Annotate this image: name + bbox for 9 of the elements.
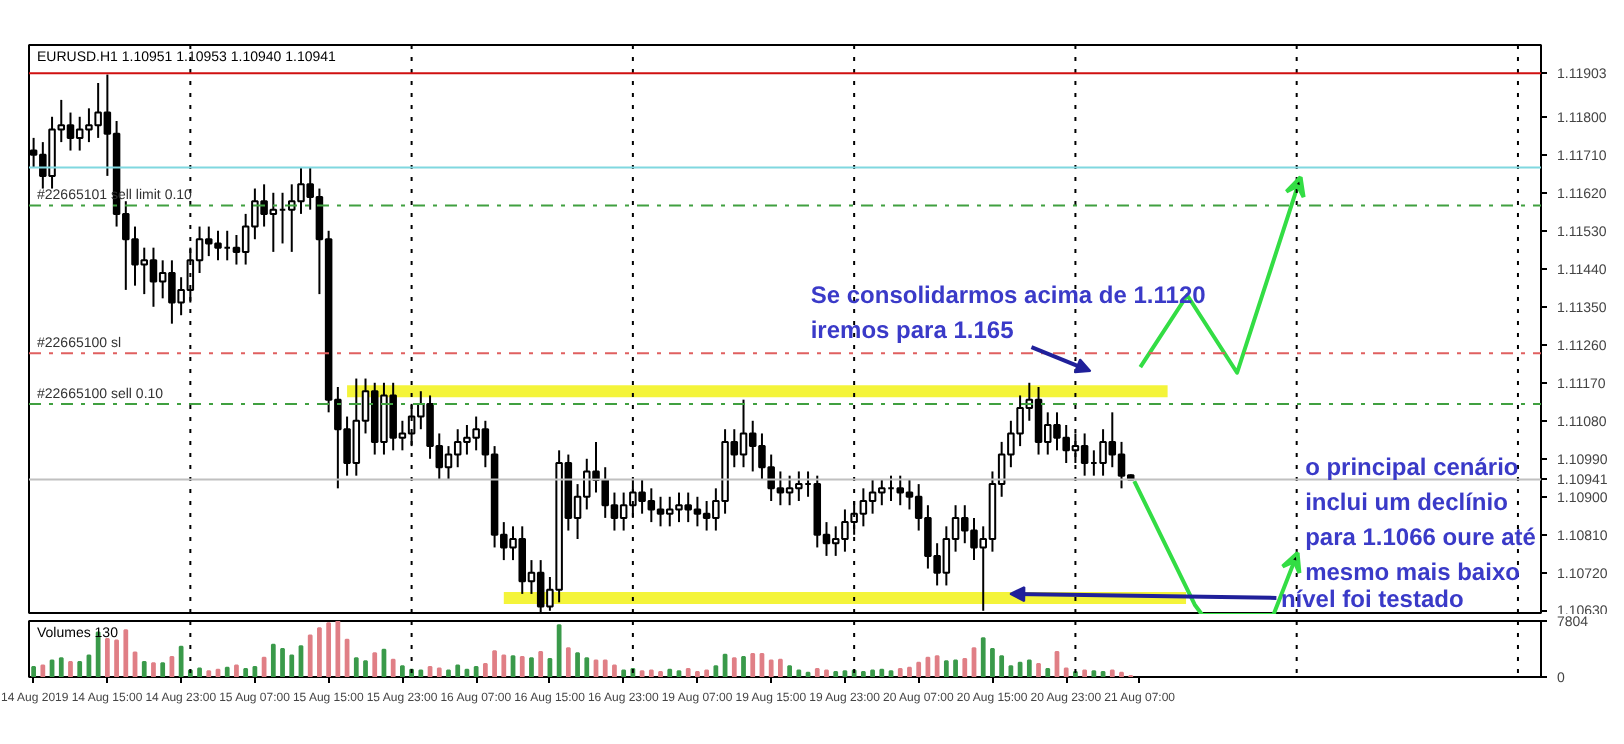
annotation: Se consolidarmos acima de 1.1120 iremos para 1.165	[810, 280, 1207, 344]
candlestick	[66, 111, 75, 152]
candlestick	[1117, 440, 1126, 490]
candlestick	[1080, 432, 1089, 477]
annotation: nível foi testado	[1280, 584, 1464, 613]
candlestick	[896, 474, 905, 507]
candlestick	[444, 445, 453, 481]
candlestick	[232, 234, 241, 266]
candlestick	[739, 398, 748, 469]
